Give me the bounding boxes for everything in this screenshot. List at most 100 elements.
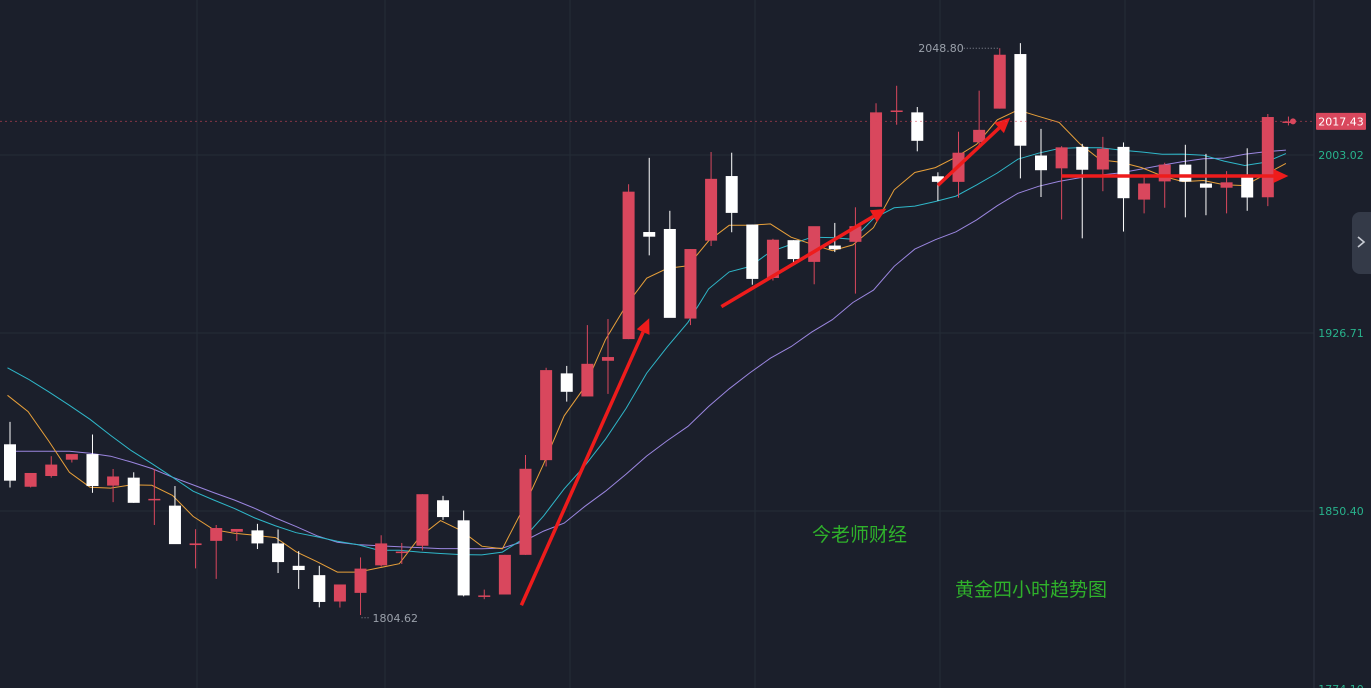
candle <box>1117 142 1130 232</box>
candle <box>931 172 944 201</box>
candle <box>540 367 553 467</box>
chevron-right-icon <box>1357 236 1366 248</box>
candle <box>498 554 511 595</box>
candle-body <box>931 176 944 182</box>
candle <box>127 472 140 503</box>
candle <box>1076 143 1089 239</box>
candle <box>45 456 58 478</box>
candle <box>973 90 986 147</box>
candle-body <box>1220 182 1233 188</box>
candle-body <box>189 543 202 546</box>
candle <box>684 249 697 326</box>
candle <box>251 523 264 550</box>
trend-arrow-head <box>636 318 650 335</box>
candle <box>375 535 388 567</box>
candle <box>313 565 326 608</box>
candle-body <box>1055 147 1068 169</box>
candle-body <box>272 543 285 563</box>
candle <box>911 106 924 152</box>
trend-arrow <box>1061 169 1289 183</box>
candle-body <box>705 178 718 241</box>
candle-body <box>230 528 243 532</box>
candle-body <box>1158 164 1171 182</box>
candle-body <box>457 520 470 596</box>
candle-body <box>911 112 924 141</box>
candle <box>1241 148 1254 211</box>
low-label: 1804.62 <box>373 612 419 625</box>
candle <box>746 224 759 285</box>
candle <box>272 529 285 574</box>
candle-body <box>354 568 367 593</box>
candle <box>210 524 223 579</box>
candle-body <box>560 373 573 392</box>
candle <box>395 542 408 564</box>
candle-body <box>292 565 305 571</box>
last-price-badge <box>1316 112 1366 130</box>
candle-body <box>766 239 779 278</box>
candle-body <box>1014 54 1027 146</box>
trend-arrows <box>519 117 1289 606</box>
last-price-dot <box>1290 118 1296 125</box>
trend-arrow-shaft <box>720 214 875 309</box>
candle-body <box>498 554 511 595</box>
candle-body <box>1179 164 1192 182</box>
candle-body <box>870 112 883 207</box>
candle-body <box>890 110 903 112</box>
candle-body <box>148 498 161 501</box>
candle-body <box>1261 117 1274 198</box>
candle-body <box>993 54 1006 109</box>
trend-arrow <box>720 208 887 309</box>
candle-body <box>1199 183 1212 188</box>
candle <box>148 469 161 525</box>
candle <box>1220 171 1233 214</box>
price-tick-label: 1926.71 <box>1318 327 1364 340</box>
annotation-chart-title: 黄金四小时趋势图 <box>955 579 1107 601</box>
candle <box>107 469 120 503</box>
candle <box>1096 136 1109 192</box>
candle-body <box>1241 174 1254 198</box>
candle <box>601 319 614 394</box>
candle-body <box>1035 155 1047 171</box>
candle <box>1199 153 1212 216</box>
candle-body <box>601 357 614 361</box>
side-panel-toggle[interactable] <box>1352 212 1371 274</box>
candle <box>787 240 800 264</box>
candle <box>890 85 903 125</box>
candle-body <box>787 240 800 260</box>
candle <box>705 152 718 247</box>
candle-body <box>107 476 120 486</box>
candle <box>1035 128 1047 198</box>
candle <box>24 472 37 488</box>
candle <box>230 528 243 541</box>
candle <box>354 557 367 616</box>
candle <box>725 152 738 233</box>
candle-body <box>210 528 223 541</box>
trend-arrow <box>519 318 650 606</box>
candle-body <box>251 530 264 544</box>
candle-body <box>746 224 759 279</box>
candle <box>581 325 594 397</box>
candle <box>870 103 883 207</box>
candle-body <box>313 575 326 602</box>
candle <box>1282 116 1295 126</box>
candle <box>766 238 779 281</box>
candle-body <box>808 226 821 262</box>
candle-body <box>540 370 553 461</box>
candle <box>1055 146 1068 220</box>
candle-body <box>45 464 58 477</box>
candle-body <box>725 176 738 213</box>
candle-body <box>973 129 986 143</box>
candle <box>292 551 305 589</box>
trend-arrow-head <box>1273 169 1289 183</box>
low-marker: 1804.62 <box>361 612 419 625</box>
last-price-marker: 2017.43 <box>0 112 1366 130</box>
candle-body <box>395 551 408 554</box>
candle <box>1138 174 1151 214</box>
candle <box>663 210 676 318</box>
candle-body <box>1096 148 1109 170</box>
last-price-label: 2017.43 <box>1318 115 1364 128</box>
candle <box>993 48 1006 109</box>
candle-body <box>478 595 491 597</box>
high-marker: 2048.80 <box>918 42 998 55</box>
